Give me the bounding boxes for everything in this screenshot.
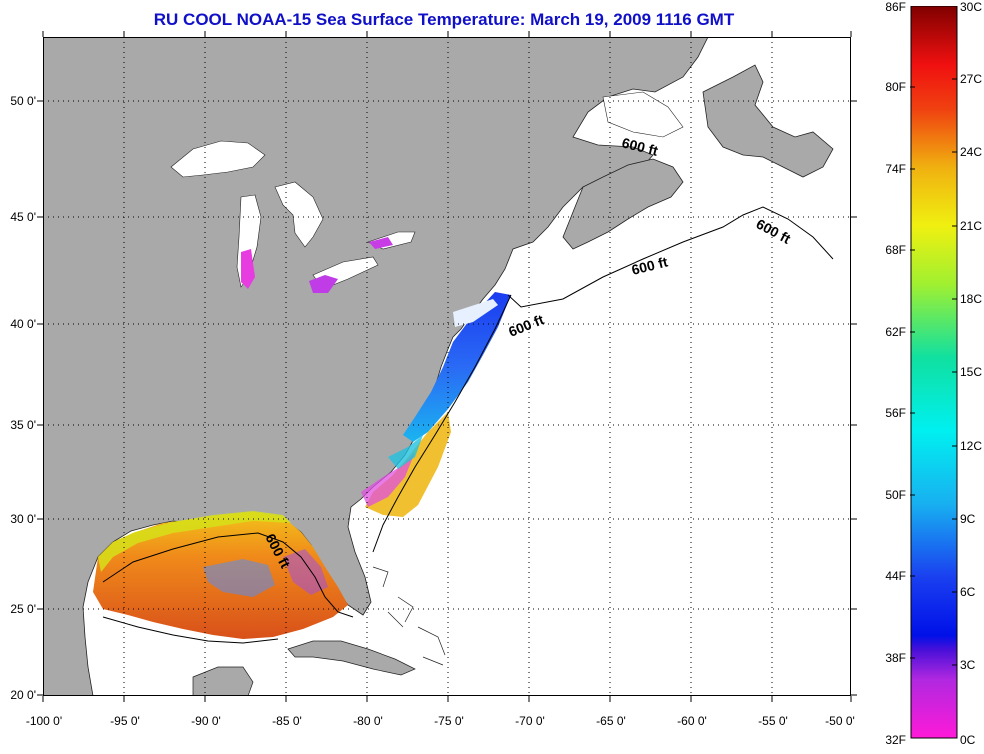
lake-michigan-cold — [241, 249, 255, 289]
colorbar-c-9: 9C — [960, 512, 976, 526]
lon-label-90: -90 0' — [191, 714, 221, 728]
temperature-colorbar — [910, 6, 958, 739]
lat-label-25: 25 0' — [10, 602, 36, 616]
colorbar-f-62: 62F — [885, 325, 906, 339]
sst-midatlantic-cyan — [388, 435, 423, 469]
lake-ontario-cold — [369, 237, 393, 249]
colorbar-c-3: 3C — [960, 658, 976, 672]
lat-label-50: 50 0' — [10, 94, 36, 108]
colorbar-c-18: 18C — [960, 292, 983, 306]
lon-label-95: -95 0' — [110, 714, 140, 728]
land-maritimes — [562, 158, 684, 250]
colorbar-f-80: 80F — [885, 80, 906, 94]
gulf-st-lawrence — [602, 91, 684, 138]
colorbar-c-27: 27C — [960, 72, 983, 86]
colorbar-f-38: 38F — [885, 651, 906, 665]
colorbar-fill — [910, 6, 958, 739]
colorbar-f-68: 68F — [885, 243, 906, 257]
lake-erie-cold — [309, 275, 338, 293]
colorbar-c-24: 24C — [960, 145, 983, 159]
isobath-atlantic — [507, 206, 834, 308]
land-north-america — [43, 37, 709, 696]
land-newfoundland — [702, 64, 834, 178]
lat-label-45: 45 0' — [10, 210, 36, 224]
lon-label-60: -60 0' — [677, 714, 707, 728]
sst-gulf-coastal-yellow — [98, 511, 291, 572]
lake-superior — [170, 140, 266, 178]
isobath-gulf-south — [102, 616, 279, 644]
sst-gulf-cool-patch — [203, 559, 275, 597]
colorbar-f-32: 32F — [885, 733, 906, 747]
sst-east-coast-shelf — [403, 292, 511, 442]
lon-label-65: -65 0' — [596, 714, 626, 728]
colorbar-f-86: 86F — [885, 0, 906, 14]
colorbar-c-6: 6C — [960, 585, 976, 599]
lon-label-70: -70 0' — [515, 714, 545, 728]
colorbar-c-0: 0C — [960, 733, 976, 747]
lon-label-100: -100 0' — [25, 714, 63, 728]
sst-carolina-cool — [361, 452, 415, 507]
sst-map: 600 ft 600 ft 600 ft 600 ft 600 ft — [43, 37, 851, 696]
lon-label-55: -55 0' — [758, 714, 788, 728]
lon-label-75: -75 0' — [434, 714, 464, 728]
lat-label-30: 30 0' — [10, 512, 36, 526]
colorbar-c-30: 30C — [960, 0, 983, 14]
lat-label-35: 35 0' — [10, 418, 36, 432]
lon-label-85: -85 0' — [272, 714, 302, 728]
land-cuba — [287, 640, 416, 676]
colorbar-c-15: 15C — [960, 365, 983, 379]
colorbar-f-74: 74F — [885, 162, 906, 176]
colorbar-f-56: 56F — [885, 406, 906, 420]
map-border — [43, 37, 851, 696]
isobath-gulf — [102, 532, 354, 618]
map-title: RU COOL NOAA-15 Sea Surface Temperature:… — [153, 10, 735, 29]
sst-ny-bight-cold — [453, 299, 498, 327]
colorbar-f-44: 44F — [885, 569, 906, 583]
sst-gulf-purple-patch — [283, 549, 328, 595]
land-yucatan — [192, 666, 254, 696]
isobath-southeast — [372, 294, 512, 553]
lon-label-80: -80 0' — [353, 714, 383, 728]
colorbar-f-50: 50F — [885, 488, 906, 502]
lat-label-20: 20 0' — [10, 688, 36, 702]
colorbar-c-21: 21C — [960, 219, 983, 233]
lon-label-50: -50 0' — [825, 714, 855, 728]
lake-huron — [274, 181, 324, 248]
lat-label-40: 40 0' — [10, 317, 36, 331]
land-bahamas — [372, 566, 446, 666]
colorbar-c-12: 12C — [960, 439, 983, 453]
